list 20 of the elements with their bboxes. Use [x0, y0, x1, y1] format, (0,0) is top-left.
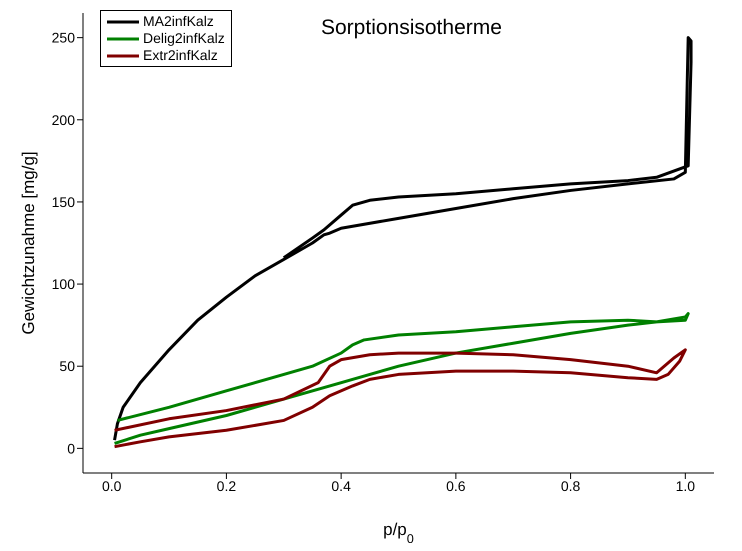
line-series	[113, 348, 687, 448]
y-tick-label: 200	[52, 112, 76, 128]
x-tick-label: 0.4	[331, 478, 352, 494]
legend-label: Extr2infKalz	[142, 47, 219, 64]
y-tick-label: 100	[52, 276, 76, 292]
y-tick-label: 150	[52, 194, 76, 210]
x-tick-label: 1.0	[676, 478, 696, 494]
y-axis-title: Gewichtzunahme [mg/g]	[19, 151, 38, 335]
legend-label: Delig2infKalz	[142, 30, 225, 47]
x-tick-label: 0.8	[560, 478, 581, 494]
x-tick-label: 0.2	[216, 478, 236, 494]
x-tick-label: 0.6	[446, 478, 466, 494]
y-tick-label: 0	[67, 440, 76, 456]
legend-label: MA2infKalz	[142, 13, 215, 30]
y-tick-label: 250	[52, 30, 76, 46]
x-tick-label: 0.0	[102, 478, 122, 494]
line-series	[113, 312, 690, 445]
y-tick-label: 50	[59, 358, 76, 374]
x-axis-title: p/p$_{0}$	[383, 520, 414, 546]
chart-title: Sorptionsisotherme	[321, 16, 502, 40]
